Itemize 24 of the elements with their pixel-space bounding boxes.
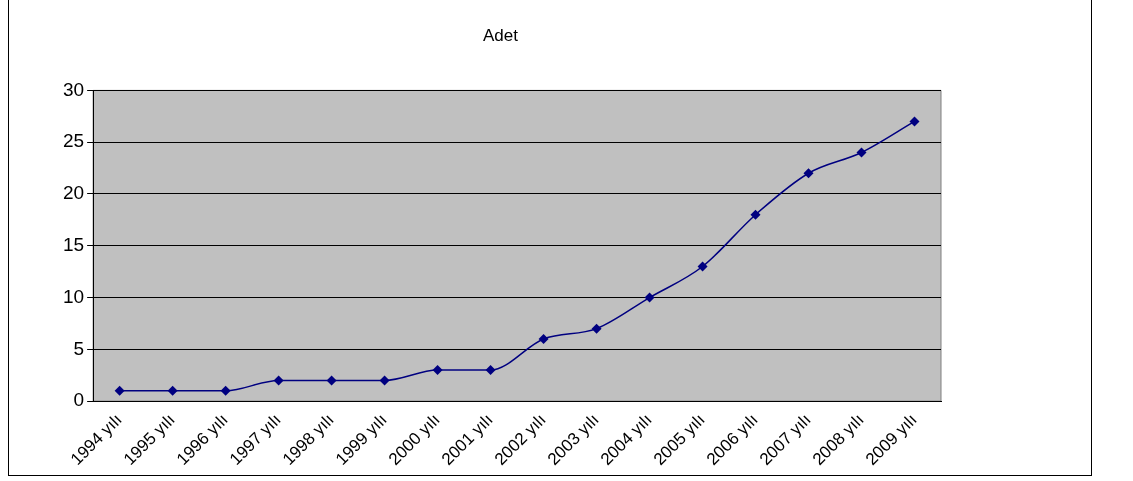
point	[538, 333, 549, 344]
point	[432, 365, 443, 376]
point	[114, 385, 125, 396]
y-tick-label: 25	[62, 130, 85, 152]
point	[220, 385, 231, 396]
y-tick-label: 10	[62, 285, 85, 307]
point	[273, 375, 284, 386]
y-tick-label: 0	[73, 389, 85, 411]
point	[379, 375, 390, 386]
point	[485, 365, 496, 376]
y-tick-label: 15	[62, 234, 85, 255]
y-tick-label: 5	[73, 337, 85, 359]
point	[326, 375, 337, 386]
point	[750, 209, 761, 220]
point	[591, 323, 602, 334]
y-tick-label: 30	[62, 78, 85, 100]
point	[803, 168, 814, 179]
point	[909, 116, 920, 127]
chart-title: Adet	[483, 25, 519, 45]
y-tick-label: 20	[62, 182, 85, 204]
point	[856, 147, 867, 158]
point	[697, 261, 708, 272]
point	[167, 385, 178, 396]
point	[644, 292, 655, 303]
